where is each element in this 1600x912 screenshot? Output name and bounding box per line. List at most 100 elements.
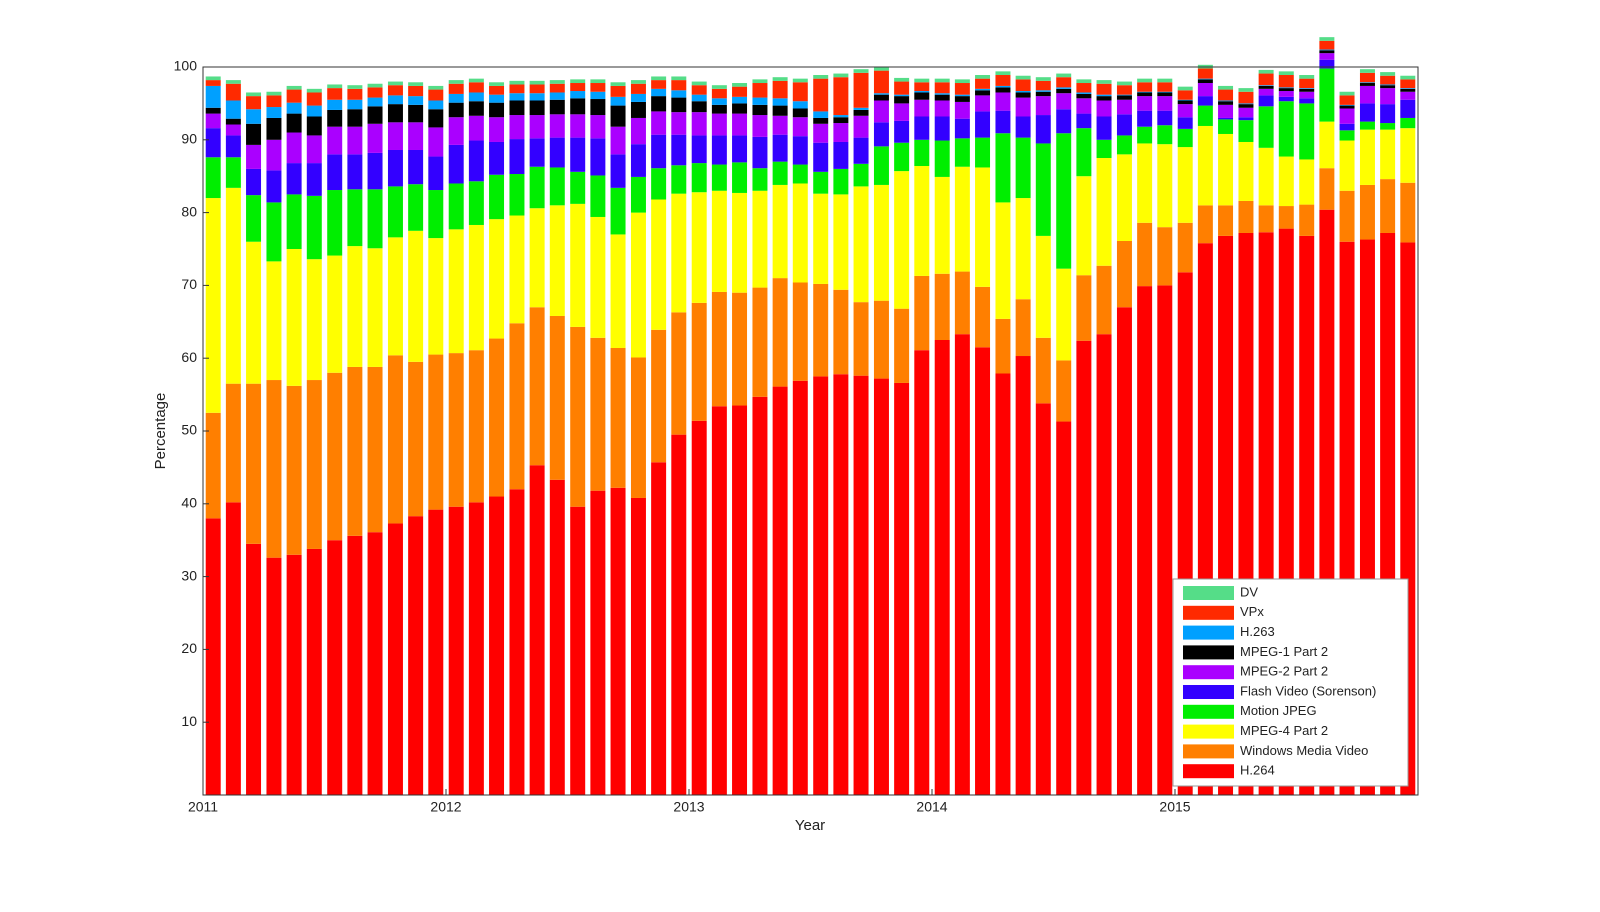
bar-segment [489, 219, 505, 339]
bar-segment [894, 94, 910, 97]
bar-segment [772, 77, 788, 81]
bar-segment [448, 102, 464, 118]
bar-segment [752, 115, 768, 137]
bar-segment [246, 195, 262, 242]
bar-segment [428, 127, 444, 157]
bar-segment [934, 140, 950, 177]
legend-swatch [1183, 586, 1234, 600]
bar-segment [327, 372, 343, 541]
bar-segment [1218, 85, 1234, 90]
bar-segment [570, 203, 586, 327]
bar-segment [934, 82, 950, 94]
bar-segment [610, 105, 626, 127]
bar-segment [1299, 78, 1315, 89]
bar-segment [954, 138, 970, 167]
bar-segment [1319, 121, 1335, 169]
bar-segment [894, 382, 910, 795]
bar-segment [975, 90, 991, 96]
bar-segment [1238, 88, 1254, 92]
bar-segment [1116, 154, 1132, 241]
bar-segment [509, 139, 525, 175]
bar-segment [610, 85, 626, 97]
bar-segment [448, 229, 464, 354]
bar-segment [873, 93, 889, 95]
bar-segment [1359, 184, 1375, 240]
bar-segment [752, 287, 768, 397]
bar-segment [1035, 80, 1051, 91]
bar-segment [448, 83, 464, 94]
bar-segment [914, 275, 930, 351]
bar-segment [529, 93, 545, 101]
bar-segment [1299, 88, 1315, 92]
bar-segment [1400, 79, 1416, 89]
y-tick-label: 60 [181, 349, 197, 365]
bar-segment [1137, 91, 1153, 93]
bar-segment [792, 136, 808, 165]
bar-segment [1258, 85, 1274, 89]
bar-segment [853, 115, 869, 138]
x-axis-title: Year [795, 817, 825, 834]
bar-segment [1218, 104, 1234, 118]
bar-segment [448, 93, 464, 103]
bar-segment [367, 152, 383, 190]
bar-segment [1056, 88, 1072, 94]
bar-segment [732, 162, 748, 193]
bar-segment [934, 273, 950, 340]
bar-segment [873, 300, 889, 379]
bar-segment [954, 271, 970, 335]
bar-segment [448, 506, 464, 795]
bar-segment [630, 117, 646, 145]
bar-segment [489, 174, 505, 220]
bar-segment [833, 141, 849, 169]
bar-segment [711, 88, 727, 99]
bar-segment [1157, 92, 1173, 97]
bar-segment [914, 166, 930, 276]
legend-swatch [1183, 704, 1234, 719]
bar-segment [975, 167, 991, 287]
bar-segment [225, 157, 241, 188]
bar-segment [306, 259, 322, 381]
bar-segment [590, 216, 606, 338]
bar-segment [1157, 91, 1173, 93]
bar-segment [732, 292, 748, 406]
bar-segment [792, 78, 808, 83]
bar-segment [732, 192, 748, 293]
bar-segment [934, 176, 950, 274]
bar-segment [1015, 79, 1031, 92]
bar-segment [914, 99, 930, 117]
bar-segment [367, 248, 383, 367]
bar-segment [1096, 94, 1112, 97]
bar-segment [610, 348, 626, 488]
bar-segment [792, 282, 808, 381]
bar-segment [610, 96, 626, 106]
bar-segment [1218, 89, 1234, 101]
bar-segment [1177, 86, 1193, 91]
bar-segment [1096, 265, 1112, 335]
bar-segment [1116, 240, 1132, 308]
bar-segment [266, 117, 282, 140]
bar-segment [549, 137, 565, 168]
bar-segment [792, 117, 808, 137]
bar-segment [1035, 96, 1051, 116]
bar-segment [529, 100, 545, 116]
bar-segment [1359, 83, 1375, 86]
bar-segment [347, 99, 363, 110]
bar-segment [347, 154, 363, 190]
bar-segment [1197, 68, 1213, 79]
bar-segment [1238, 141, 1254, 201]
bar-segment [732, 113, 748, 136]
bar-segment [205, 76, 221, 81]
bar-segment [853, 186, 869, 303]
bar-segment [549, 114, 565, 138]
bar-segment [1339, 140, 1355, 191]
bar-segment [610, 154, 626, 188]
bar-segment [1015, 75, 1031, 80]
bar-segment [975, 75, 991, 79]
bar-segment [1258, 205, 1274, 233]
bar-segment [671, 165, 687, 194]
bar-segment [772, 134, 788, 162]
bar-segment [1116, 114, 1132, 136]
bar-segment [833, 289, 849, 375]
bar-segment [1056, 360, 1072, 422]
bar-segment [1359, 103, 1375, 122]
